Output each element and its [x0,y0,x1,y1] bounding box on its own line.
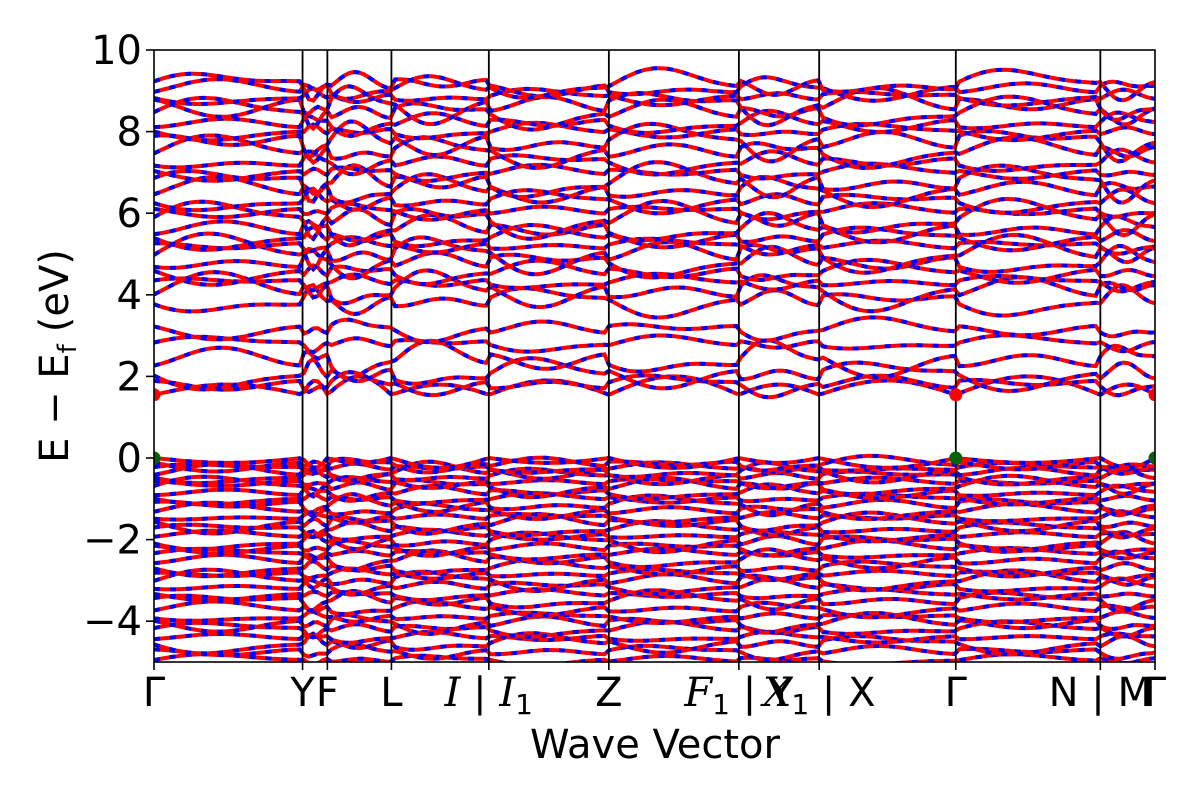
y-axis-label-sub: f [53,343,83,353]
band-edge-point [1148,388,1155,402]
band-line [154,315,1155,345]
band-line-spin-down [154,133,1155,170]
band-line [154,609,1155,626]
band-line-spin-down [154,315,1155,345]
band-line-spin-down [154,492,1155,518]
band-line-spin-down [154,282,1155,320]
band-line-spin-down [154,510,1155,536]
k-point-label: Z [595,670,622,716]
band-line-spin-down [154,576,1155,597]
band-line-spin-down [154,222,1155,253]
band-line-spin-down [154,529,1155,555]
k-point-label: Γ [143,670,166,716]
band-line-spin-down [154,74,1155,103]
band-line [154,197,1155,242]
k-point-label: I | I1 [444,670,533,721]
band-line-spin-down [154,84,1155,128]
band-line-spin-down [154,119,1155,164]
x-axis-label: Wave Vector [530,722,781,768]
k-point-label: Γ [1144,670,1167,716]
band-line-spin-down [154,482,1155,503]
k-point-label: Γ [945,670,968,716]
band-line-spin-down [154,500,1155,522]
band-line-spin-down [154,631,1155,657]
band-line-spin-down [154,197,1155,242]
k-point-label: N | M [1049,670,1152,716]
band-line-spin-down [154,356,1155,394]
band-line-spin-down [154,94,1155,132]
band-line-spin-down [154,201,1155,222]
band-line-spin-down [154,459,1155,485]
k-point-label: X1 | X [760,670,876,721]
band-edge-point [949,388,963,402]
y-tick-label: −4 [83,599,142,645]
band-line [154,491,1155,507]
band-line-spin-down [154,466,1155,487]
y-tick-label: 10 [91,28,142,74]
k-point-label: F [316,670,339,716]
band-line-spin-down [154,641,1155,662]
band-line-spin-down [154,598,1155,620]
y-tick-label: 4 [117,273,142,319]
band-line [154,374,1155,397]
y-tick-label: 0 [117,436,142,482]
band-line-spin-down [154,455,1155,470]
band-line [154,566,1155,583]
band-line-spin-down [154,453,1155,475]
band-line [154,586,1155,603]
band-lines [154,66,1155,662]
band-edge-point [949,451,963,465]
band-line-spin-down [154,557,1155,579]
y-tick-label: 6 [117,191,142,237]
band-line-spin-down [154,610,1155,636]
band-line [154,629,1155,645]
band-line-spin-down [154,547,1155,573]
plot-frame [153,49,1156,663]
band-line-spin-down [154,268,1155,314]
band-line [154,333,1155,355]
band-line [154,527,1155,544]
y-axis-ticks: −4 −2 0 2 4 6 8 10 [83,28,154,645]
band-line-spin-down [154,86,1155,108]
y-axis-label: E − Ef (eV) [32,249,83,463]
band-edge-markers [154,388,1155,465]
band-line-spin-down [154,370,1155,400]
band-edge-point [154,451,161,465]
y-tick-label: 2 [117,354,142,400]
band-edge-point [1148,451,1155,465]
y-tick-label: −2 [83,518,142,564]
band-line-spin-down [154,108,1155,138]
band-edge-point [154,388,161,402]
band-line-spin-down [154,66,1155,103]
band-line-spin-down [154,186,1155,216]
high-symmetry-lines [301,50,1102,662]
k-point-label: Y [289,670,315,716]
y-axis-label-unit: (eV) [32,249,78,332]
k-point-label: F1 | Y [683,670,794,721]
band-line [154,509,1155,525]
y-axis-label-main: E − E [32,353,78,463]
band-line-spin-down [154,338,1155,381]
band-line-spin-down [154,333,1155,355]
y-tick-label: 8 [117,110,142,156]
band-line-spin-down [154,160,1155,205]
band-line-spin-down [154,538,1155,558]
band-line-spin-down [154,473,1155,500]
k-point-label: L [380,670,403,716]
band-line-spin-down [154,120,1155,143]
